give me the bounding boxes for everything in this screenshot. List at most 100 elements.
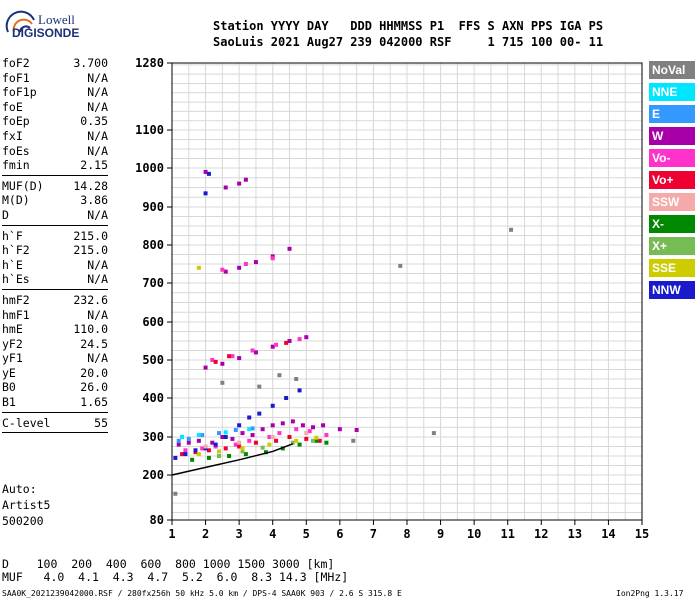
distance-muf-table: D 100 200 400 600 800 1000 1500 3000 [km… — [2, 558, 348, 584]
echo-point — [210, 358, 215, 362]
echo-point — [237, 356, 242, 361]
echo-point — [253, 440, 258, 445]
param-value: N/A — [87, 307, 108, 322]
echo-point — [284, 396, 289, 400]
param-divider — [2, 432, 108, 434]
param-row: B1 1.65 — [2, 395, 108, 410]
echo-point — [173, 491, 178, 496]
param-value: N/A — [87, 207, 108, 222]
legend-item: Vo+ — [649, 171, 695, 189]
param-label: hmF2 — [2, 292, 30, 307]
echo-point — [176, 442, 181, 447]
legend-item: Vo- — [649, 149, 695, 167]
param-value: 3.700 — [73, 56, 108, 70]
echo-point — [253, 350, 258, 355]
echo-point — [223, 435, 228, 439]
auto-label: Auto: — [2, 482, 37, 496]
echo-point — [290, 419, 295, 424]
param-value: N/A — [87, 143, 108, 158]
param-row: D N/A — [2, 208, 108, 223]
echo-point — [200, 446, 205, 451]
param-value: 0.35 — [80, 114, 108, 129]
auto-program: Artist5 — [2, 498, 51, 512]
echo-point — [220, 267, 225, 272]
echo-point — [203, 444, 208, 449]
param-value: N/A — [87, 272, 108, 287]
echo-point — [287, 246, 292, 251]
echo-point — [297, 337, 302, 342]
echo-point — [294, 427, 299, 432]
echo-point — [297, 388, 302, 393]
param-row: hmF2 232.6 — [2, 293, 108, 308]
y-tick-label: 500 — [142, 353, 164, 367]
echo-point — [210, 440, 215, 445]
param-label: foEp — [2, 114, 30, 129]
echo-point — [240, 431, 245, 436]
param-row: foEs N/A — [2, 144, 108, 159]
y-tick-label: 800 — [142, 238, 164, 252]
echo-point — [196, 265, 201, 270]
echo-point — [180, 452, 185, 457]
param-value: N/A — [87, 128, 108, 143]
echo-point — [176, 438, 181, 443]
echo-point — [311, 438, 315, 443]
echo-point — [183, 452, 188, 457]
x-tick-label: 5 — [303, 527, 310, 541]
param-row: fmin 2.15 — [2, 158, 108, 173]
echo-point — [337, 427, 342, 432]
param-value: 14.28 — [73, 178, 108, 193]
echo-point — [270, 344, 275, 349]
param-row: B0 26.0 — [2, 380, 108, 395]
y-tick-label: 900 — [142, 200, 164, 214]
param-label: foE — [2, 99, 23, 114]
param-group-confidence: C-level 55 — [2, 416, 108, 431]
param-label: foF1p — [2, 85, 37, 100]
param-value: 1.65 — [80, 395, 108, 410]
x-tick-label: 7 — [370, 527, 377, 541]
legend-item: X+ — [649, 237, 695, 255]
echo-point — [233, 427, 238, 432]
param-row: fxI N/A — [2, 129, 108, 144]
echo-point — [217, 454, 221, 458]
x-tick-label: 15 — [635, 527, 649, 541]
echo-point — [260, 427, 265, 432]
param-label: B0 — [2, 380, 16, 395]
y-tick-label: 1280 — [135, 56, 164, 70]
echo-point — [243, 177, 248, 182]
param-value: 110.0 — [73, 322, 108, 337]
echo-point — [243, 452, 248, 457]
param-row: foE N/A — [2, 100, 108, 115]
echo-point — [206, 171, 211, 176]
parameter-panel: foF2 3.700 foF1 N/A foF1p N/A foE N/A foEp 0.35 fx… — [2, 56, 108, 436]
param-group-muf: MUF(D) 14.28 M(D) 3.86 D N/A — [2, 179, 108, 223]
echo-point — [203, 169, 208, 174]
digisonde-logo — [4, 10, 70, 44]
echo-point — [240, 449, 245, 454]
logo-arcs-icon — [5, 10, 35, 33]
echo-point — [304, 436, 309, 441]
param-row: C-level 55 — [2, 416, 108, 431]
echo-point — [267, 435, 272, 439]
param-value: 55 — [94, 415, 108, 430]
y-tick-label: 700 — [142, 276, 164, 290]
echo-point — [237, 444, 242, 449]
echo-point — [297, 442, 302, 447]
echo-point — [223, 269, 228, 274]
logo-digisonde-text: DIGISONDE — [12, 26, 80, 40]
param-divider — [2, 224, 108, 226]
echo-point — [250, 348, 255, 353]
echo-point — [206, 448, 211, 453]
echo-point — [354, 427, 359, 432]
param-row: h`F2 215.0 — [2, 243, 108, 258]
legend-item: NNW — [649, 281, 695, 299]
echo-point — [287, 435, 292, 439]
echo-point — [321, 423, 326, 428]
param-label: yF1 — [2, 351, 23, 366]
echo-point — [203, 365, 208, 370]
echo-point — [203, 191, 208, 196]
echo-point — [314, 438, 319, 443]
autoscaling-info: Auto: Artist5 500200 — [2, 481, 50, 529]
param-value: 215.0 — [73, 228, 108, 243]
echo-point — [217, 449, 221, 454]
param-value: N/A — [87, 70, 108, 85]
